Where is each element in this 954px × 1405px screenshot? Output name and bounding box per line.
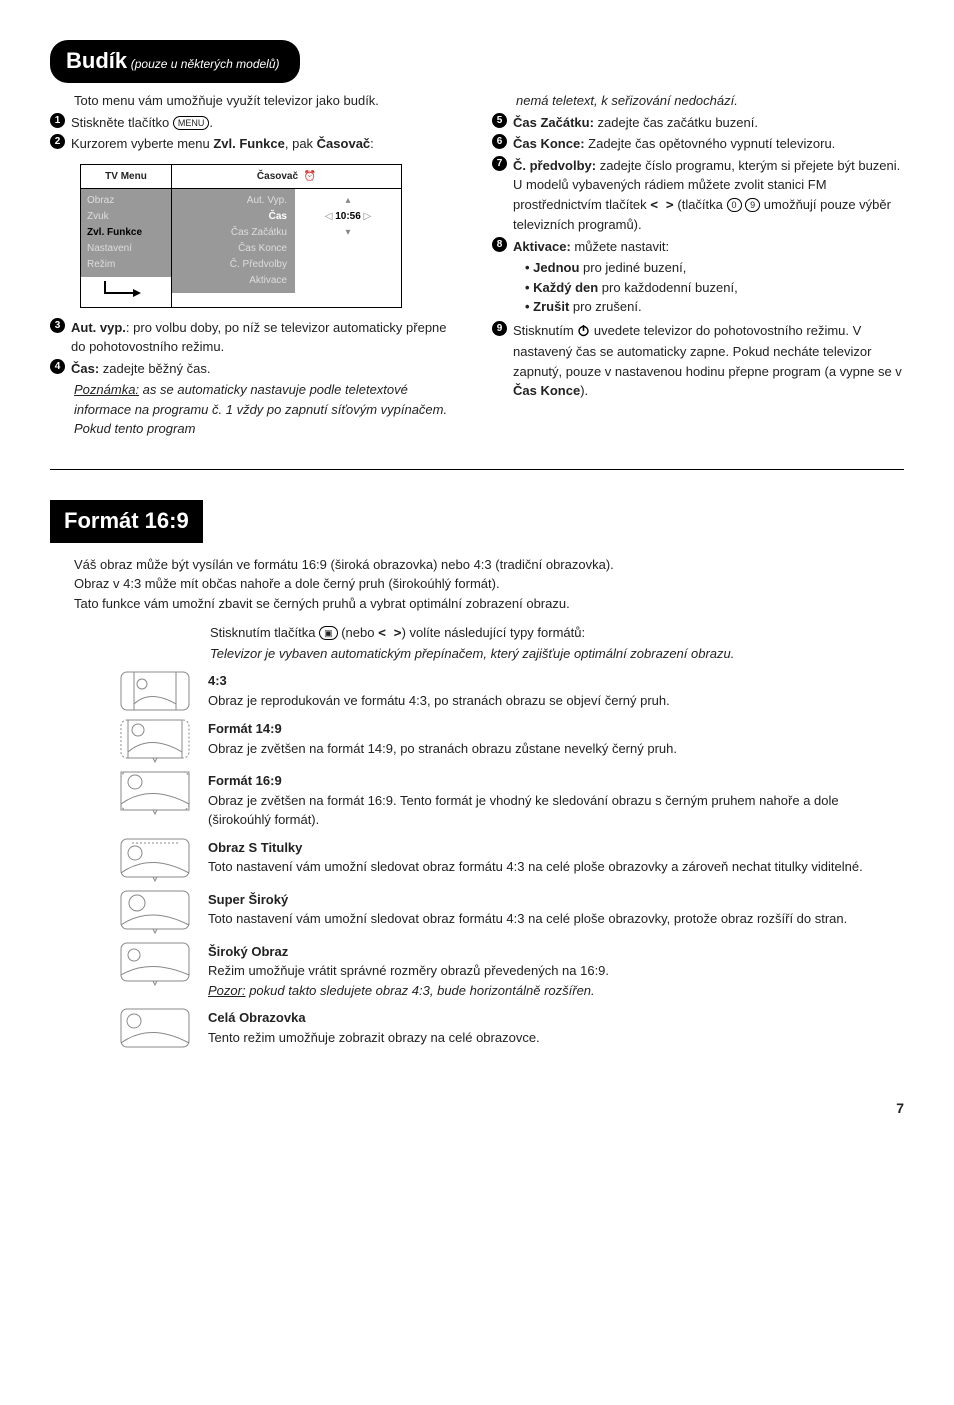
budik-right-col: nemá teletext, k seřizování nedochází. 5… bbox=[492, 91, 904, 439]
left-right-icon: < > bbox=[378, 626, 401, 641]
step-2: 2 Kurzorem vyberte menu Zvl. Funkce, pak… bbox=[50, 134, 462, 154]
bullet-8: 8 bbox=[492, 237, 507, 252]
section-divider bbox=[50, 469, 904, 470]
icon-149 bbox=[120, 719, 190, 763]
icon-cela bbox=[120, 1008, 190, 1048]
up-icon: ▴ bbox=[303, 193, 393, 209]
digit-0-icon: 0 bbox=[727, 198, 742, 212]
bullet-3: 3 bbox=[50, 318, 65, 333]
row-169: Formát 16:9Obraz je zvětšen na formát 16… bbox=[120, 771, 904, 830]
digit-9-icon: 9 bbox=[745, 198, 760, 212]
bullet-1: 1 bbox=[50, 113, 65, 128]
bullet-2: 2 bbox=[50, 134, 65, 149]
tv-left-menu: Obraz Zvuk Zvl. Funkce Nastavení Režim bbox=[81, 189, 171, 277]
aktivace-list: Jednou pro jediné buzení, Každý den pro … bbox=[513, 258, 904, 317]
step-6: 6 Čas Konce: Zadejte čas opětovného vypn… bbox=[492, 134, 904, 154]
left-right-icon: < > bbox=[650, 198, 673, 213]
row-titulky: Obraz S TitulkyToto nastavení vám umožní… bbox=[120, 838, 904, 882]
clock-icon: ⏰ bbox=[301, 171, 316, 182]
bullet-7: 7 bbox=[492, 156, 507, 171]
tv-right-values: ▴ ◁ 10:56 ▷ ▾ bbox=[295, 189, 401, 293]
tv-right-labels: Aut. Vyp. Čas Čas Začátku Čas Konce Č. P… bbox=[172, 189, 295, 293]
bullet-5: 5 bbox=[492, 113, 507, 128]
budik-title: Budík bbox=[66, 48, 127, 73]
step-3: 3 Aut. vyp.: pro volbu doby, po níž se t… bbox=[50, 318, 462, 357]
budik-subtitle: (pouze u některých modelů) bbox=[131, 57, 280, 71]
step-9: 9 Stisknutím uvedete televizor do pohoto… bbox=[492, 321, 904, 401]
bullet-9: 9 bbox=[492, 321, 507, 336]
down-icon: ▾ bbox=[303, 225, 393, 241]
step-8: 8 Aktivace: můžete nastavit: Jednou pro … bbox=[492, 237, 904, 319]
bullet-4: 4 bbox=[50, 359, 65, 374]
budik-left-col: Toto menu vám umožňuje využít televizor … bbox=[50, 91, 462, 439]
tv-menu-diagram: TV Menu Obraz Zvuk Zvl. Funkce Nastavení… bbox=[80, 164, 402, 308]
format-intro: Váš obraz může být vysílán ve formátu 16… bbox=[50, 555, 904, 614]
right-italic: nemá teletext, k seřizování nedochází. bbox=[492, 91, 904, 111]
format-rows: 4:3Obraz je reprodukován ve formátu 4:3,… bbox=[50, 671, 904, 1048]
power-icon bbox=[577, 323, 590, 343]
step-7: 7 Č. předvolby: zadejte číslo programu, … bbox=[492, 156, 904, 235]
row-cela: Celá ObrazovkaTento režim umožňuje zobra… bbox=[120, 1008, 904, 1048]
step-1: 1 Stiskněte tlačítko MENU. bbox=[50, 113, 462, 133]
bullet-6: 6 bbox=[492, 134, 507, 149]
row-siroky: Široký Obraz Režim umožňuje vrátit správ… bbox=[120, 942, 904, 1001]
icon-siroky bbox=[120, 942, 190, 986]
format-press-line: Stisknutím tlačítka ▣ (nebo < >) volíte … bbox=[50, 623, 904, 663]
row-super: Super ŠirokýToto nastavení vám umožní sl… bbox=[120, 890, 904, 934]
menu-button-icon: MENU bbox=[173, 116, 210, 130]
tv-right-panel: Časovač ⏰ Aut. Vyp. Čas Čas Začátku Čas … bbox=[172, 165, 401, 307]
budik-columns: Toto menu vám umožňuje využít televizor … bbox=[50, 91, 904, 439]
section-header-format: Formát 16:9 bbox=[50, 500, 203, 543]
icon-43 bbox=[120, 671, 190, 711]
row-43: 4:3Obraz je reprodukován ve formátu 4:3,… bbox=[120, 671, 904, 711]
format-button-icon: ▣ bbox=[319, 626, 338, 640]
tv-left-panel: TV Menu Obraz Zvuk Zvl. Funkce Nastavení… bbox=[81, 165, 172, 307]
row-149: Formát 14:9Obraz je zvětšen na formát 14… bbox=[120, 719, 904, 763]
step-4: 4 Čas: zadejte běžný čas. bbox=[50, 359, 462, 379]
budik-intro: Toto menu vám umožňuje využít televizor … bbox=[50, 91, 462, 111]
section-header-budik: Budík (pouze u některých modelů) bbox=[50, 40, 300, 83]
page-number: 7 bbox=[50, 1098, 904, 1119]
step-4-note: Poznámka: as se automaticky nastavuje po… bbox=[50, 380, 462, 439]
icon-super bbox=[120, 890, 190, 934]
step-5: 5 Čas Začátku: zadejte čas začátku buzen… bbox=[492, 113, 904, 133]
tv-arrow bbox=[81, 277, 171, 307]
tv-right-header: Časovač ⏰ bbox=[172, 165, 401, 189]
icon-169 bbox=[120, 771, 190, 815]
icon-titulky bbox=[120, 838, 190, 882]
tv-left-header: TV Menu bbox=[81, 165, 171, 189]
